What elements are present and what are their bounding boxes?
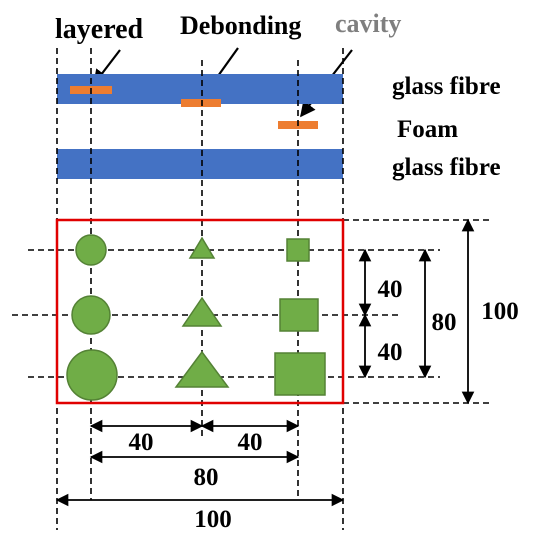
triangle-defect-large xyxy=(174,350,230,388)
dim-label-horizontal-gap-1: 40 xyxy=(129,429,154,456)
debonding-defect xyxy=(181,99,221,107)
layered-label: layered xyxy=(55,14,144,45)
square-defect-small xyxy=(286,238,310,262)
circle-defect-large xyxy=(66,349,118,401)
debonding-label: Debonding xyxy=(180,11,301,40)
cavity-label: cavity xyxy=(335,9,401,38)
panel-outline xyxy=(55,218,345,405)
dim-label-vertical-gap-1: 40 xyxy=(378,276,403,303)
dim-label-horizontal-total: 100 xyxy=(194,506,232,533)
circle-defect-small xyxy=(75,234,107,266)
layer-top-label: glass fibre xyxy=(392,73,501,100)
triangle-defect-small xyxy=(188,236,216,259)
dim-label-vertical-span: 80 xyxy=(432,309,457,336)
dim-label-vertical-total: 100 xyxy=(481,298,519,325)
bottom-glass-fibre-layer xyxy=(57,149,343,179)
dim-label-vertical-gap-2: 40 xyxy=(378,339,403,366)
triangle-defect-medium xyxy=(181,296,223,327)
layer-bottom-label: glass fibre xyxy=(392,154,501,181)
circle-defect-medium xyxy=(71,295,111,335)
square-defect-medium xyxy=(279,298,319,332)
dim-label-horizontal-gap-2: 40 xyxy=(238,429,263,456)
dim-label-horizontal-span: 80 xyxy=(194,464,219,491)
layer-middle-label: Foam xyxy=(397,116,458,143)
square-defect-large xyxy=(274,352,326,396)
